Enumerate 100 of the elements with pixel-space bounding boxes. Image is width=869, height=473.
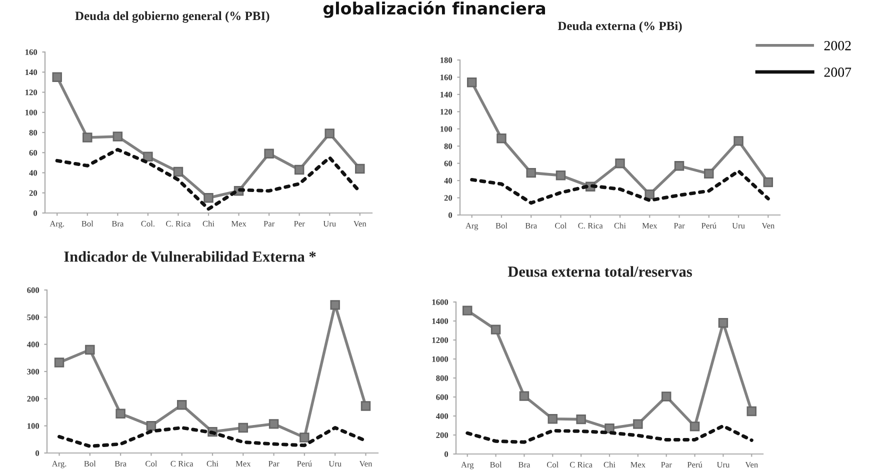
point <box>82 132 92 142</box>
y-tick-label: 0 <box>448 212 452 218</box>
y-tick-label: 180 <box>440 57 452 63</box>
y-tick-label: 200 <box>436 432 448 438</box>
point <box>264 148 274 158</box>
x-tick-label: Bol <box>496 222 508 229</box>
point <box>146 420 156 431</box>
x-tick-label: Ven <box>745 462 758 468</box>
point <box>173 166 184 177</box>
x-tick-label: Bol <box>82 220 94 227</box>
y-tick-label: 400 <box>26 342 40 348</box>
x-tick-label: Mex <box>236 460 251 467</box>
x-tick-label: Mex <box>630 462 646 468</box>
x-tick-label: Perú <box>701 222 716 229</box>
x-tick-label: Arg <box>461 462 474 470</box>
x-tick-label: Col <box>146 460 158 467</box>
point <box>615 158 625 168</box>
x-tick-label: Perú <box>297 460 312 467</box>
point <box>116 408 126 418</box>
x-tick-label: Bra <box>518 462 530 468</box>
point <box>633 419 643 429</box>
y-tick-label: 600 <box>27 287 40 293</box>
point <box>763 177 774 188</box>
point <box>466 78 477 88</box>
x-tick-label: Chi <box>614 222 626 229</box>
y-tick-label: 120 <box>26 90 38 96</box>
y-tick-label: 140 <box>440 92 452 98</box>
y-tick-label: 0 <box>444 451 448 457</box>
point <box>300 432 310 442</box>
y-tick-label: 0 <box>34 210 38 216</box>
point <box>54 358 64 368</box>
y-tick-label: 100 <box>28 423 40 429</box>
point <box>294 164 304 175</box>
line-series <box>470 169 770 205</box>
y-tick-label: 80 <box>444 143 452 150</box>
point <box>330 300 340 310</box>
y-tick-label: 1000 <box>432 356 448 362</box>
y-tick-label: 160 <box>440 74 452 80</box>
x-tick-label: Col <box>555 222 567 229</box>
x-tick-label: Uru <box>328 460 342 467</box>
x-tick-label: Uru <box>323 220 336 227</box>
x-tick-label: C Rica <box>570 462 592 468</box>
chart-title: Deuda externa (% PBi) <box>558 21 682 33</box>
x-tick-label: Chi <box>604 462 616 468</box>
y-tick-label: 140 <box>26 69 38 76</box>
x-tick-label: C. Rica <box>578 222 603 229</box>
y-tick-label: 500 <box>27 314 40 320</box>
point <box>204 193 214 203</box>
y-tick-label: 100 <box>26 110 38 116</box>
point <box>324 128 334 138</box>
point <box>746 406 756 416</box>
x-tick-label: Chi <box>202 220 214 227</box>
x-tick-label: Par <box>661 462 672 468</box>
y-tick-label: 1400 <box>432 318 448 324</box>
point <box>704 168 714 179</box>
y-tick-label: 120 <box>440 109 452 115</box>
x-tick-label: Bra <box>114 460 126 467</box>
y-tick-label: 40 <box>29 170 38 176</box>
chart-title: Deusa externa total/reservas <box>508 266 692 277</box>
y-tick-label: 40 <box>444 178 452 184</box>
point <box>360 401 371 411</box>
point <box>526 168 536 178</box>
point <box>85 344 95 355</box>
point <box>734 136 744 146</box>
x-tick-label: Mex <box>231 220 246 227</box>
y-tick-label: 60 <box>444 160 452 166</box>
x-tick-label: Chi <box>206 460 218 467</box>
y-tick-label: 20 <box>29 190 38 196</box>
point <box>490 324 501 334</box>
x-tick-label: Ven <box>359 460 372 467</box>
x-tick-label: Perú <box>687 462 702 468</box>
x-tick-label: Uru <box>732 222 745 229</box>
point <box>143 152 153 162</box>
x-tick-label: Bol <box>84 460 96 467</box>
x-tick-label: Bra <box>112 220 124 227</box>
point <box>462 306 472 316</box>
chart-title: Indicador de Vulnerabilidad Externa * <box>64 251 316 262</box>
text: globalización financiera <box>323 1 546 18</box>
y-tick-label: 160 <box>26 49 38 55</box>
point <box>52 72 62 82</box>
line-series <box>466 424 754 444</box>
legend-label: 2007 <box>824 68 852 77</box>
x-tick-label: Col <box>546 462 558 468</box>
x-tick-label: Arg. <box>50 220 64 228</box>
x-tick-label: C. Rica <box>166 220 191 227</box>
point <box>176 400 187 410</box>
point <box>690 422 700 432</box>
x-tick-label: Par <box>268 460 280 467</box>
point <box>519 391 530 401</box>
y-tick-label: 400 <box>436 413 448 419</box>
chart-title: Deuda del gobierno general (% PBI) <box>75 11 270 23</box>
point <box>268 419 279 429</box>
point <box>238 422 248 433</box>
x-tick-label: Bra <box>525 222 538 229</box>
y-tick-label: 200 <box>27 396 40 402</box>
x-tick-label: Par <box>264 220 275 227</box>
point <box>496 134 506 144</box>
point <box>548 414 558 424</box>
point <box>661 392 672 402</box>
y-tick-label: 600 <box>436 394 448 400</box>
